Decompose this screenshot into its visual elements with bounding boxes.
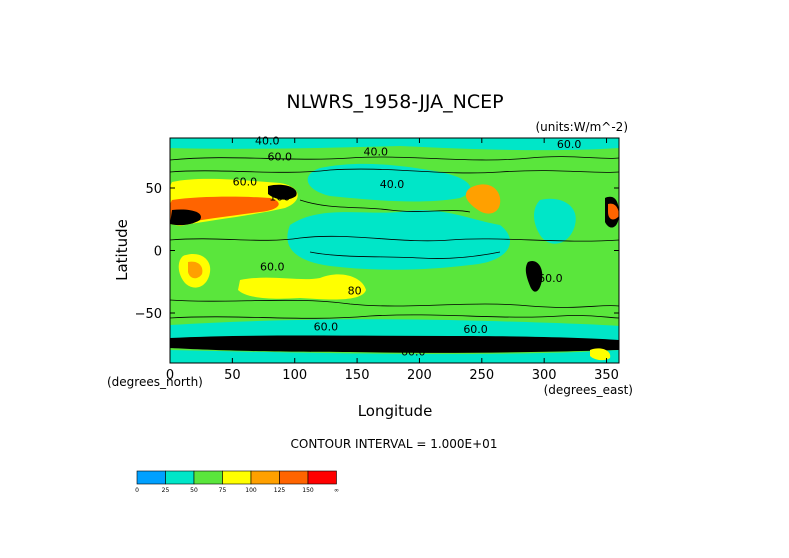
region-north-pacific (307, 163, 471, 202)
colorbar-tick-label: 100 (245, 487, 257, 494)
contour-labels: 40.0 60.0 40.0 40.0 60.0 100 60.0 80 60.0 60.0 60.… (233, 134, 582, 358)
region-australia (238, 274, 366, 300)
contour-label: 60.0 (463, 323, 488, 336)
y-axis-label: Latitude (113, 219, 131, 281)
units-label: (units:W/m^-2) (535, 120, 628, 134)
colorbar-swatch (279, 470, 309, 485)
colorbar-tick-label: 75 (219, 487, 227, 494)
colorbar-tick-label: ∞ (334, 487, 339, 494)
x-tick-label: 250 (469, 368, 494, 383)
colorbar: 0 25 50 75 100 125 150 ∞ (135, 470, 339, 494)
region-south-america (525, 260, 543, 292)
colorbar-swatch (136, 470, 166, 485)
colorbar-swatch (222, 470, 252, 485)
region-tibet-dark (268, 184, 297, 200)
colorbar-swatch (250, 470, 280, 485)
x-tick-label: 50 (224, 368, 241, 383)
x-tick-label: 150 (345, 368, 370, 383)
contour-label: 60.0 (557, 138, 582, 151)
colorbar-swatch (307, 470, 337, 485)
y-tick-label: 50 (145, 182, 162, 197)
colorbar-tick-label: 50 (190, 487, 198, 494)
contour-label: 40.0 (364, 146, 389, 159)
region-sahara-black (170, 209, 201, 226)
contour-lines (170, 156, 619, 319)
x-tick-label: 200 (407, 368, 432, 383)
x-tick-label: 300 (532, 368, 557, 383)
y-tick-label: −50 (135, 307, 162, 322)
colorbar-swatch (165, 470, 195, 485)
y-tick-label: 0 (154, 245, 162, 260)
contour-label: 60.0 (538, 272, 563, 285)
y-unit-label: (degrees_north) (107, 375, 203, 389)
x-axis-label: Longitude (358, 402, 433, 420)
x-unit-label: (degrees_east) (544, 383, 633, 397)
colorbar-tick-label: 150 (302, 487, 314, 494)
colorbar-tick-label: 125 (274, 487, 286, 494)
region-antarctic-lower (170, 350, 619, 363)
contour-label: 60.0 (268, 151, 293, 164)
contour-label: 60.0 (233, 176, 258, 189)
contour-interval: CONTOUR INTERVAL = 1.000E+01 (291, 437, 498, 451)
x-tick-label: 100 (282, 368, 307, 383)
contour-label: 100 (269, 191, 290, 204)
chart-title: NLWRS_1958-JJA_NCEP (286, 91, 503, 113)
contour-label: 60.0 (260, 261, 285, 274)
x-tick-label: 350 (594, 368, 619, 383)
region-na-southwest (465, 184, 501, 214)
colorbar-swatch (193, 470, 223, 485)
region-antarctic (170, 335, 619, 353)
x-tick-label: 0 (166, 368, 174, 383)
region-arctic (170, 138, 619, 151)
x-ticks: 0 50 100 150 200 250 300 350 (166, 138, 619, 383)
colorbar-tick-label: 25 (162, 487, 170, 494)
contour-label: 40.0 (380, 178, 405, 191)
map-field (170, 138, 619, 363)
contour-label: 60.0 (314, 321, 339, 334)
region-west-atlantic (534, 198, 576, 244)
contour-label: 40.0 (255, 134, 280, 147)
contour-label: 60.0 (401, 346, 426, 359)
region-southern-africa-core (188, 261, 203, 279)
contour-label: 80 (348, 284, 362, 297)
colorbar-tick-label: 0 (135, 487, 139, 494)
region-antarctic-hot (590, 348, 611, 361)
y-ticks: −50 0 50 (135, 182, 619, 322)
region-na-east-hot (608, 203, 619, 220)
